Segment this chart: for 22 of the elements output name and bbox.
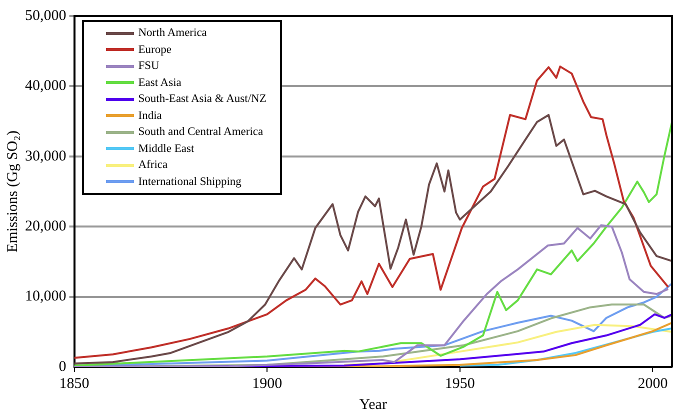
legend-label: South and Central America bbox=[138, 125, 264, 140]
x-axis-title: Year bbox=[359, 396, 387, 413]
legend-label: Europe bbox=[138, 42, 172, 58]
legend-label: FSU bbox=[138, 59, 160, 74]
legend-label: India bbox=[138, 108, 162, 124]
legend-label: Middle East bbox=[138, 142, 194, 156]
x-tick-label: 2000 bbox=[638, 376, 668, 392]
y-tick-label: 50,000 bbox=[25, 8, 66, 24]
legend-label: Africa bbox=[138, 158, 168, 173]
y-tick-label: 20,000 bbox=[25, 218, 66, 235]
legend-label: International Shipping bbox=[138, 174, 242, 190]
x-tick-label: 1950 bbox=[444, 376, 475, 392]
legend-label: North America bbox=[138, 26, 207, 41]
y-tick-label: 0 bbox=[58, 358, 66, 375]
legend-label: East Asia bbox=[138, 76, 182, 90]
y-tick-label: 10,000 bbox=[25, 288, 66, 305]
legend-label: South-East Asia & Aust/NZ bbox=[138, 92, 266, 107]
y-axis-title: Emissions (Gg SO₂) bbox=[4, 130, 21, 252]
y-tick-label: 40,000 bbox=[25, 78, 66, 94]
x-tick-label: 1850 bbox=[59, 376, 90, 392]
y-tick-label: 30,000 bbox=[25, 148, 66, 164]
x-tick-label: 1900 bbox=[252, 376, 282, 392]
